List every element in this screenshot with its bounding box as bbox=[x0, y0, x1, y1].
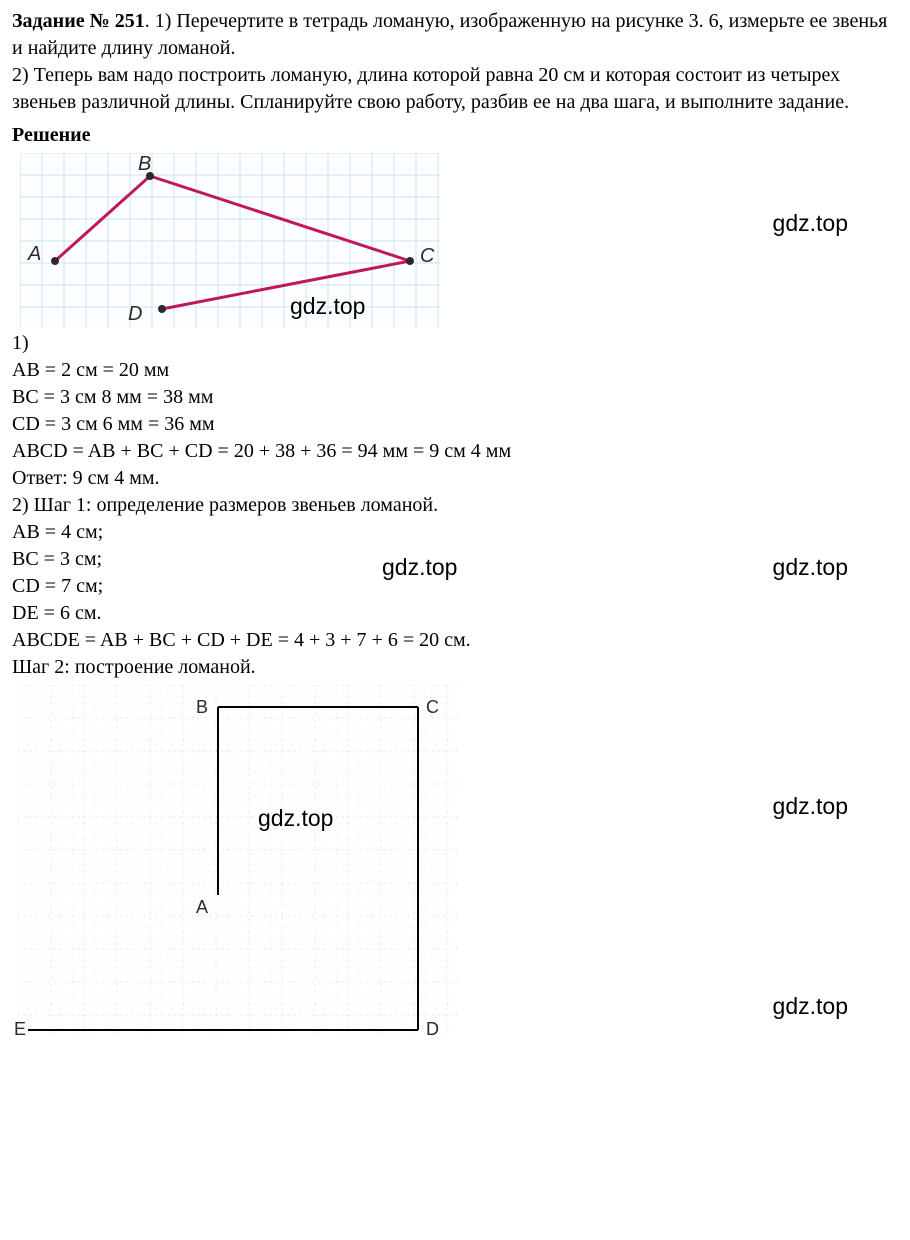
watermark-icon: gdz.top bbox=[382, 552, 457, 583]
figure1-row: A B C D gdz.top gdz.top bbox=[12, 153, 898, 328]
part1-line: CD = 3 см 6 мм = 36 мм bbox=[12, 411, 898, 438]
part1-block: 1) AB = 2 см = 20 мм BC = 3 см 8 мм = 38… bbox=[12, 330, 898, 492]
watermark-icon: gdz.top bbox=[773, 991, 848, 1022]
task-p2: 2) Теперь вам надо построить ломаную, дл… bbox=[12, 64, 849, 113]
watermark-icon: gdz.top bbox=[773, 552, 848, 583]
fig2-label-C: C bbox=[426, 695, 439, 719]
part1-line: AB = 2 см = 20 мм bbox=[12, 357, 898, 384]
figure2-row: A B C D E gdz.top gdz.top gdz.top bbox=[12, 681, 898, 1035]
part2-line: DE = 6 см. bbox=[12, 600, 898, 627]
part2-line: ABCDE = AB + BC + CD + DE = 4 + 3 + 7 + … bbox=[12, 627, 898, 654]
watermark-icon: gdz.top bbox=[773, 791, 848, 822]
part1-line: Ответ: 9 см 4 мм. bbox=[12, 465, 898, 492]
part2-block: 2) Шаг 1: определение размеров звеньев л… bbox=[12, 492, 898, 681]
part1-line: ABCD = AB + BC + CD = 20 + 38 + 36 = 94 … bbox=[12, 438, 898, 465]
fig2-label-B: B bbox=[196, 695, 208, 719]
part2-line: Шаг 2: построение ломаной. bbox=[12, 654, 898, 681]
fig1-label-B: B bbox=[138, 151, 151, 178]
fig2-label-E: E bbox=[14, 1017, 26, 1041]
solution-heading: Решение bbox=[12, 122, 898, 149]
watermark-icon: gdz.top bbox=[290, 291, 365, 322]
fig1-label-D: D bbox=[128, 301, 142, 328]
figure2-svg bbox=[18, 685, 458, 1035]
part1-marker: 1) bbox=[12, 330, 29, 357]
part2-line: AB = 4 см; bbox=[12, 519, 898, 546]
fig2-label-D: D bbox=[426, 1017, 439, 1041]
fig2-label-A: A bbox=[196, 895, 208, 919]
watermark-icon: gdz.top bbox=[258, 803, 333, 834]
figure2: A B C D E gdz.top bbox=[18, 685, 458, 1035]
watermark-icon: gdz.top bbox=[773, 208, 848, 239]
part1-line: BC = 3 см 8 мм = 38 мм bbox=[12, 384, 898, 411]
task-text: Задание № 251. 1) Перечертите в тетрадь … bbox=[12, 8, 898, 116]
figure1-svg bbox=[20, 153, 440, 328]
task-number: Задание № 251 bbox=[12, 10, 145, 32]
fig1-label-C: C bbox=[420, 243, 434, 270]
figure1: A B C D gdz.top bbox=[20, 153, 440, 328]
part2-line: 2) Шаг 1: определение размеров звеньев л… bbox=[12, 492, 898, 519]
fig1-label-A: A bbox=[28, 241, 41, 268]
